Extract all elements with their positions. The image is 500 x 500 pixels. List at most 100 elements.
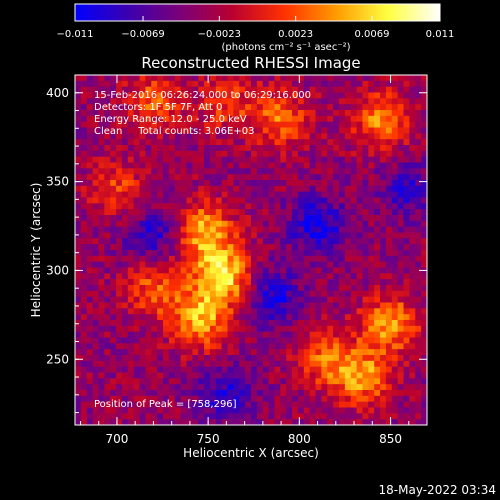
heatmap-cell	[251, 384, 258, 391]
heatmap-cell	[86, 360, 94, 368]
heatmap-cell	[116, 314, 123, 321]
heatmap-cell	[321, 349, 328, 356]
heatmap-cell	[280, 156, 287, 164]
heatmap-cell	[339, 121, 346, 129]
heatmap-cell	[86, 320, 94, 327]
heatmap-cell	[415, 355, 422, 362]
heatmap-cell	[286, 203, 293, 210]
heatmap-cell	[397, 115, 405, 123]
heatmap-cell	[168, 296, 176, 304]
heatmap-cell	[110, 162, 117, 169]
heatmap-cell	[309, 279, 317, 286]
heatmap-cell	[374, 133, 381, 140]
heatmap-cell	[321, 180, 328, 187]
heatmap-cell	[344, 174, 352, 181]
heatmap-cell	[274, 355, 281, 362]
heatmap-cell	[333, 209, 340, 216]
heatmap-cell	[292, 215, 299, 222]
heatmap-cell	[168, 407, 176, 414]
heatmap-cell	[415, 121, 422, 129]
heatmap-cell	[397, 279, 405, 286]
heatmap-cell	[198, 98, 205, 105]
heatmap-cell	[339, 98, 346, 105]
heatmap-cell	[344, 273, 352, 280]
heatmap-cell	[356, 215, 364, 222]
heatmap-cell	[209, 285, 217, 292]
heatmap-cell	[163, 419, 170, 425]
heatmap-cell	[350, 360, 358, 368]
heatmap-cell	[380, 121, 387, 129]
heatmap-cell	[286, 232, 293, 239]
heatmap-cell	[421, 180, 427, 187]
heatmap-cell	[215, 150, 223, 158]
heatmap-cell	[209, 92, 217, 99]
heatmap-cell	[133, 127, 141, 134]
heatmap-cell	[139, 320, 146, 327]
heatmap-cell	[174, 320, 182, 327]
heatmap-cell	[415, 110, 422, 117]
heatmap-cell	[333, 255, 340, 263]
heatmap-cell	[192, 255, 199, 263]
heatmap-cell	[362, 226, 369, 234]
heatmap-cell	[186, 384, 193, 391]
heatmap-cell	[409, 209, 416, 216]
heatmap-cell	[368, 337, 375, 344]
heatmap-cell	[145, 238, 152, 245]
heatmap-cell	[327, 337, 334, 344]
heatmap-cell	[403, 413, 410, 420]
heatmap-cell	[356, 232, 364, 239]
heatmap-cell	[157, 296, 164, 304]
heatmap-cell	[309, 75, 317, 82]
heatmap-cell	[327, 384, 334, 391]
heatmap-cell	[268, 390, 276, 397]
heatmap-cell	[168, 98, 176, 105]
heatmap-cell	[110, 133, 117, 140]
heatmap-cell	[350, 156, 358, 164]
heatmap-cell	[168, 261, 176, 269]
heatmap-cell	[415, 162, 422, 169]
heatmap-cell	[256, 115, 264, 123]
heatmap-cell	[245, 331, 252, 339]
heatmap-cell	[339, 390, 346, 397]
heatmap-cell	[192, 419, 199, 425]
heatmap-cell	[297, 156, 305, 164]
heatmap-cell	[274, 419, 281, 425]
heatmap-cell	[163, 197, 170, 204]
heatmap-cell	[292, 349, 299, 356]
heatmap-cell	[409, 401, 416, 409]
heatmap-cell	[110, 226, 117, 234]
heatmap-cell	[297, 390, 305, 397]
heatmap-cell	[274, 273, 281, 280]
heatmap-cell	[292, 168, 299, 175]
heatmap-cell	[397, 378, 405, 385]
heatmap-cell	[221, 407, 229, 414]
heatmap-cell	[186, 168, 193, 175]
heatmap-cell	[362, 343, 369, 350]
heatmap-cell	[409, 110, 416, 117]
heatmap-cell	[350, 191, 358, 199]
heatmap-cell	[251, 331, 258, 339]
heatmap-cell	[315, 86, 322, 94]
heatmap-cell	[145, 419, 152, 425]
heatmap-cell	[327, 372, 334, 379]
heatmap-cell	[145, 290, 152, 298]
heatmap-cell	[368, 290, 375, 298]
heatmap-cell	[86, 261, 94, 269]
heatmap-cell	[233, 133, 240, 140]
heatmap-cell	[321, 355, 328, 362]
heatmap-cell	[174, 407, 182, 414]
heatmap-cell	[315, 162, 322, 169]
heatmap-cell	[110, 156, 117, 164]
heatmap-cell	[163, 395, 170, 403]
heatmap-cell	[139, 226, 146, 234]
heatmap-cell	[245, 115, 252, 123]
heatmap-cell	[403, 92, 410, 99]
heatmap-cell	[133, 308, 141, 315]
heatmap-cell	[245, 407, 252, 414]
heatmap-cell	[239, 115, 246, 123]
heatmap-cell	[92, 378, 100, 385]
heatmap-cell	[256, 238, 264, 245]
heatmap-cell	[221, 238, 229, 245]
heatmap-cell	[333, 238, 340, 245]
heatmap-cell	[356, 115, 364, 123]
